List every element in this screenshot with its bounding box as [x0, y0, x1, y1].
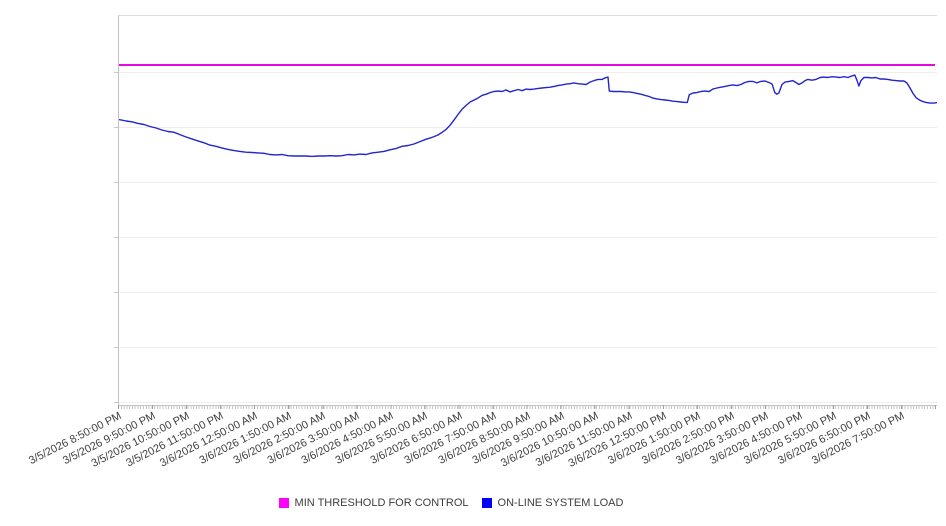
min-threshold-line [119, 64, 935, 66]
legend-swatch-magenta-icon [278, 498, 289, 508]
on-line-system-load-series [119, 74, 937, 158]
legend-swatch-blue-icon [481, 498, 492, 508]
gridline [114, 127, 937, 128]
legend-label: ON-LINE SYSTEM LOAD [497, 497, 624, 509]
gridline [114, 237, 937, 238]
legend-item-system-load: ON-LINE SYSTEM LOAD [481, 497, 624, 509]
chart-canvas [119, 74, 937, 158]
legend-item-min-threshold: MIN THRESHOLD FOR CONTROL [278, 497, 469, 509]
legend-label: MIN THRESHOLD FOR CONTROL [294, 497, 469, 509]
gridline [114, 347, 937, 348]
gridline [114, 292, 937, 293]
gridline [114, 72, 937, 73]
plot-area [114, 15, 937, 406]
chart-legend: MIN THRESHOLD FOR CONTROL ON-LINE SYSTEM… [0, 497, 924, 509]
x-axis-minor-ticks [118, 405, 936, 409]
gridline [114, 182, 937, 183]
gridline [114, 402, 937, 403]
